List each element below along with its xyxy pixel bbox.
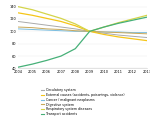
Legend: Circulatory system, External causes (accidents, poisonings, violence), Cancer / : Circulatory system, External causes (acc…: [41, 88, 124, 116]
